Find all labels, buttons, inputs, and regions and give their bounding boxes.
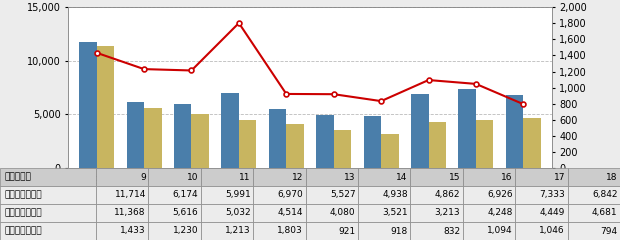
Bar	[381, 133, 399, 168]
Bar	[411, 94, 428, 168]
Bar	[428, 122, 446, 168]
Bar	[174, 104, 192, 168]
Bar	[144, 108, 162, 168]
Bar	[316, 115, 334, 168]
Bar	[363, 116, 381, 168]
Bar	[334, 130, 352, 168]
Bar	[286, 124, 304, 168]
Bar	[239, 120, 257, 168]
Bar	[506, 95, 523, 168]
Bar	[126, 102, 144, 168]
Bar	[458, 89, 476, 168]
Bar	[268, 109, 286, 168]
Bar	[523, 118, 541, 168]
Bar	[221, 93, 239, 168]
Bar	[97, 46, 114, 168]
Bar	[192, 114, 209, 168]
Bar	[79, 42, 97, 168]
Bar	[476, 120, 494, 168]
